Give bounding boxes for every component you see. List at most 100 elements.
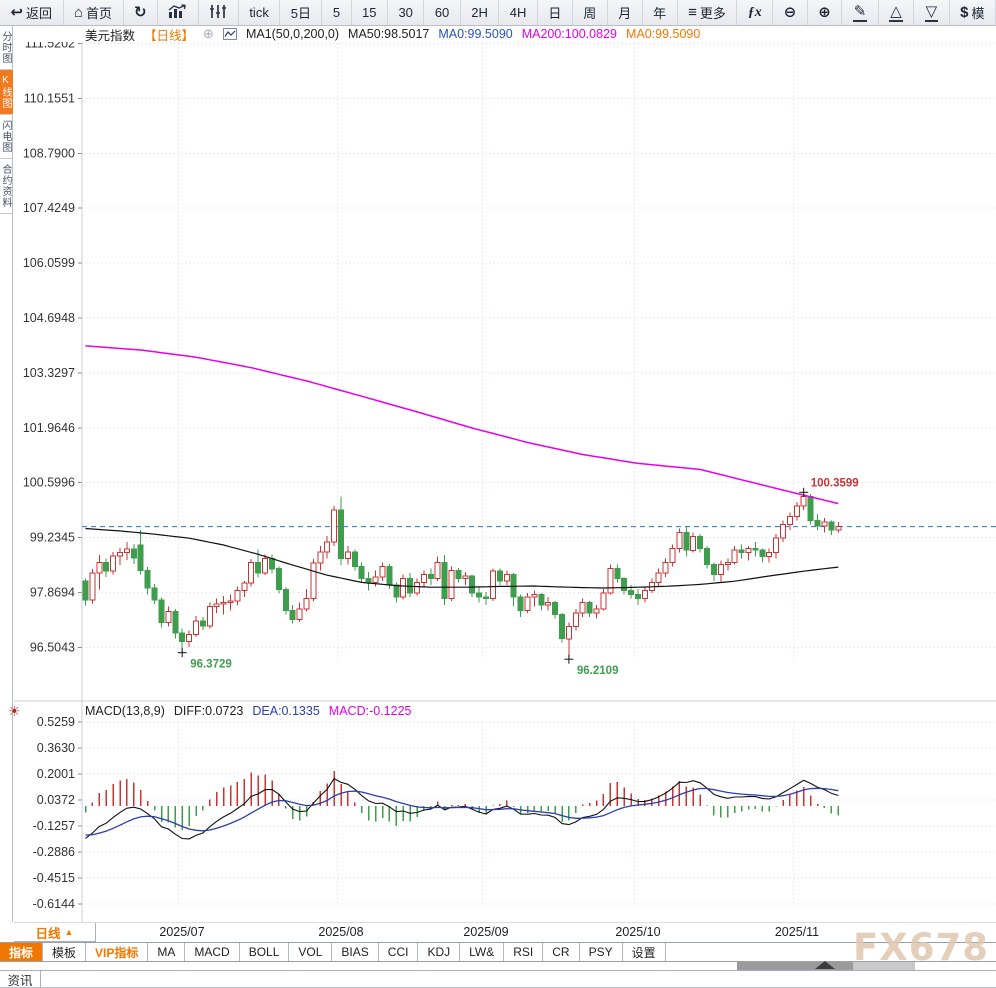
toolbar-item-shape-up[interactable]: △: [879, 0, 915, 25]
x-axis-label: 2025/11: [774, 925, 820, 939]
toolbar-item-day[interactable]: 日: [538, 0, 573, 25]
toolbar-item-h4[interactable]: 4H: [499, 0, 538, 25]
add-compare-icon: ⊕: [203, 26, 214, 41]
indicator-tab-PSY[interactable]: PSY: [580, 943, 623, 961]
toolbar-item-label: 5: [332, 5, 341, 20]
toolbar-item-refresh[interactable]: ↻: [124, 0, 159, 25]
volume-bars-icon: [209, 4, 227, 22]
triangle-up-small-icon: ▲: [64, 927, 74, 937]
indicator-tab-VIP指标[interactable]: VIP指标: [86, 943, 149, 961]
x-axis-label: 2025/09: [463, 925, 509, 939]
svg-text:-0.2886: -0.2886: [33, 845, 75, 859]
toolbar-item-zoom-out[interactable]: ⊖: [773, 0, 808, 25]
toolbar-item-m5[interactable]: 5: [322, 0, 352, 25]
svg-text:104.6948: 104.6948: [23, 311, 75, 325]
toolbar-item-shape-down[interactable]: ▽: [914, 0, 950, 25]
ma50-value: MA50:98.5017: [348, 27, 430, 41]
indicator-tab-MA[interactable]: MA: [148, 943, 186, 961]
svg-text:100.3599: 100.3599: [811, 477, 859, 489]
main-chart-legend: 美元指数 【日线】 ⊕ MA1(50,0,200,0) MA50:98.5017 MA0:…: [85, 26, 701, 43]
left-tab-item[interactable]: 合约资料: [0, 159, 13, 214]
svg-text:103.3297: 103.3297: [23, 366, 75, 380]
toolbar-item-label: 模: [971, 6, 985, 21]
left-tab-item[interactable]: 分时图: [0, 26, 13, 70]
toolbar-item-year[interactable]: 年: [643, 0, 678, 25]
indicator-tab-VOL[interactable]: VOL: [289, 943, 333, 961]
ma0-value-orange: MA0:99.5090: [625, 27, 701, 41]
indicator-tab-bar: 指标 模板 VIP指标 MA MACD BOLL VOL BIAS CCI KDJ LW& RSI CR…: [0, 942, 996, 962]
toolbar-item-label: 日: [548, 6, 562, 21]
ma50-line: [85, 527, 839, 589]
toolbar-item-draw[interactable]: ✎: [842, 0, 879, 25]
period-selector[interactable]: 日线 ▲: [14, 923, 96, 942]
indicator-tab-RSI[interactable]: RSI: [504, 943, 544, 961]
indicator-tab-MACD[interactable]: MACD: [185, 943, 240, 961]
horizontal-scrollbar[interactable]: [737, 961, 915, 970]
svg-text:110.1551: 110.1551: [24, 91, 75, 105]
scrollbar-thumb[interactable]: [737, 962, 853, 970]
month-gridlines: [178, 43, 794, 904]
left-tab-active[interactable]: K线图: [0, 70, 13, 115]
toolbar-item-back[interactable]: ↩ 返回: [0, 0, 64, 25]
menu-icon: ≡: [688, 4, 697, 21]
svg-text:108.7900: 108.7900: [23, 146, 75, 160]
toolbar-item-label: 5日: [290, 6, 311, 21]
toolbar-item-m15[interactable]: 15: [352, 0, 388, 25]
macd-value: MACD:-0.1225: [328, 704, 412, 718]
candlestick-macd-chart[interactable]: 111.5202 110.1551 108.7900 107.4249 106.0599…: [14, 42, 996, 922]
svg-text:99.2345: 99.2345: [30, 531, 75, 545]
ma-params: MA1(50,0,200,0): [245, 27, 340, 41]
indicator-tab-CCI[interactable]: CCI: [379, 943, 419, 961]
symbol-name: 美元指数: [85, 28, 136, 43]
svg-text:-0.4515: -0.4515: [33, 871, 75, 885]
toolbar-item-label: 年: [653, 6, 667, 21]
toolbar-item-zoom-in[interactable]: ⊕: [808, 0, 843, 25]
toolbar-item-label: 更多: [699, 6, 726, 21]
period-selector-label: 日线: [35, 926, 61, 941]
toolbar-item-label: 60: [434, 5, 450, 20]
macd-diff-line: [85, 777, 839, 840]
indicator-tab-设置[interactable]: 设置: [623, 943, 666, 961]
svg-text:107.4249: 107.4249: [23, 201, 75, 215]
indicator-tab-CR[interactable]: CR: [543, 943, 580, 961]
toolbar-item-month[interactable]: 月: [608, 0, 643, 25]
indicator-tab-BOLL[interactable]: BOLL: [240, 943, 290, 961]
toolbar-item-kline[interactable]: [158, 0, 199, 25]
toolbar-item-home[interactable]: ⌂ 首页: [64, 0, 124, 25]
top-toolbar: ↩ 返回 ⌂ 首页 ↻ tick 5日 5 15 30 60 2H 4H 日 周 月 年 ≡ 更多 ƒx ⊖ ⊕ ✎ △ ▽ $ 模: [0, 0, 996, 26]
indicator-tab-指标[interactable]: 指标: [0, 943, 44, 961]
toolbar-item-fx[interactable]: ƒx: [737, 0, 774, 25]
toolbar-item-h2[interactable]: 2H: [461, 0, 500, 25]
toolbar-item-tick[interactable]: tick: [239, 0, 281, 25]
tab-news[interactable]: 资讯: [0, 971, 41, 988]
indicator-sun-icon[interactable]: ☀: [8, 703, 21, 719]
ma200-value: MA200:100.0829: [521, 27, 617, 41]
scrollbar-grip-icon[interactable]: [815, 961, 835, 969]
dea-value: DEA:0.1335: [252, 704, 320, 718]
indicator-tab-LW&[interactable]: LW&: [460, 943, 505, 961]
indicator-tab-KDJ[interactable]: KDJ: [418, 943, 461, 961]
toolbar-item-label: 30: [398, 5, 413, 20]
zoom-in-icon: ⊕: [818, 4, 831, 21]
x-axis-label: 2025/07: [159, 925, 205, 939]
svg-text:100.5996: 100.5996: [23, 476, 75, 490]
candlestick-series[interactable]: [82, 492, 842, 660]
indicator-tab-BIAS[interactable]: BIAS: [332, 943, 379, 961]
toolbar-item-week[interactable]: 周: [573, 0, 608, 25]
toolbar-item-m30[interactable]: 30: [388, 0, 425, 25]
ma0-value-blue: MA0:99.5090: [438, 27, 513, 41]
left-tab-item[interactable]: 闪电图: [0, 115, 13, 159]
toolbar-item-5d[interactable]: 5日: [280, 0, 323, 25]
pencil-icon: ✎: [852, 2, 868, 22]
toolbar-item-volume[interactable]: [199, 0, 239, 25]
toolbar-item-template[interactable]: $ 模: [950, 0, 996, 25]
toolbar-item-label: ƒx: [747, 4, 762, 20]
svg-text:0.0372: 0.0372: [37, 793, 75, 807]
toolbar-item-more[interactable]: ≡ 更多: [678, 0, 738, 25]
indicator-tab-模板[interactable]: 模板: [43, 943, 87, 961]
toolbar-item-m60[interactable]: 60: [424, 0, 461, 25]
plot-borders: [14, 42, 996, 922]
toolbar-item-label: 月: [618, 6, 632, 21]
toolbar-item-label: 周: [583, 6, 597, 21]
